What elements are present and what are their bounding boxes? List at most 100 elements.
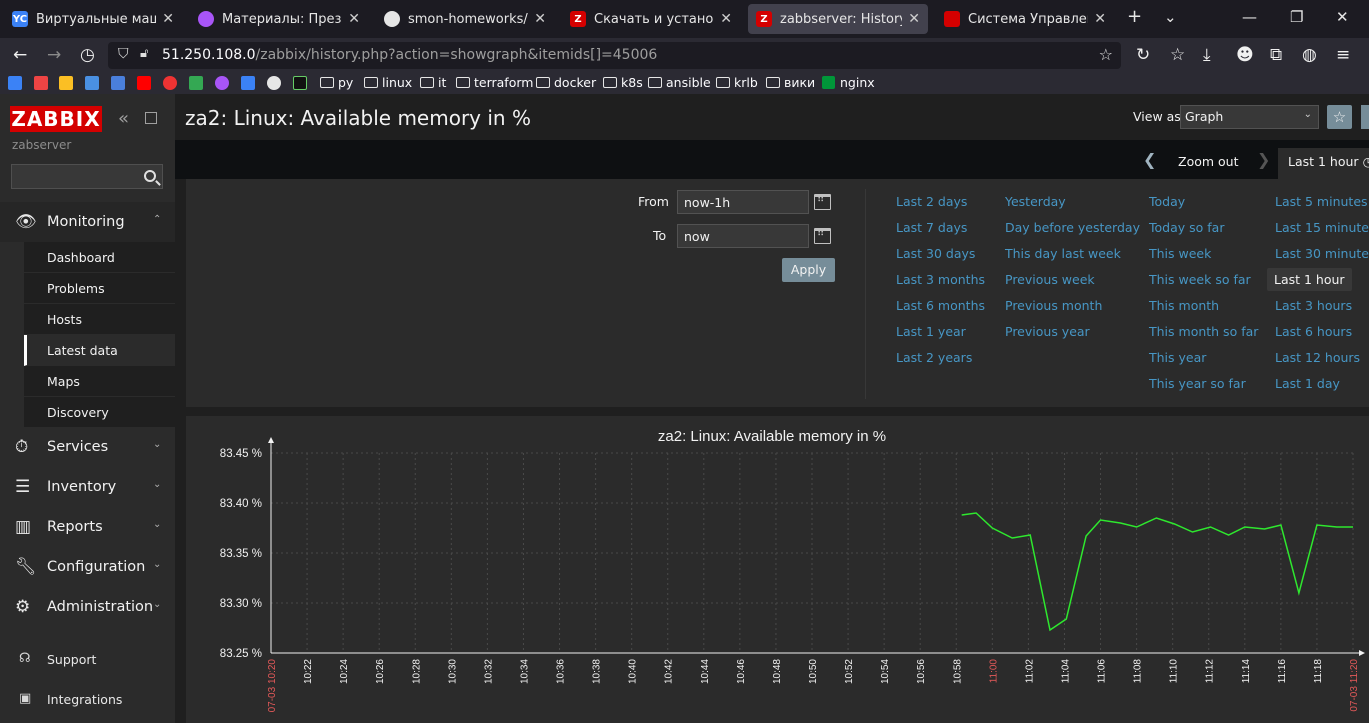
history-graph[interactable]: za2: Linux: Available memory in % 83.45 %… (186, 416, 1369, 723)
zabbix-logo[interactable]: ZABBIX (10, 106, 102, 132)
forward-icon[interactable]: → (47, 45, 62, 65)
menu-monitoring[interactable]: 👁︎ Monitoring ⌃ (0, 202, 175, 242)
quick-range-link[interactable]: This month so far (1149, 324, 1259, 339)
github-bookmark-icon[interactable] (267, 76, 281, 90)
menu-administration[interactable]: ⚙ Administration ⌄ (0, 587, 175, 627)
quick-range-link[interactable]: Last 2 years (896, 350, 973, 365)
calendar-bookmark-icon[interactable] (85, 76, 99, 90)
close-tab-icon[interactable]: ✕ (908, 11, 920, 27)
submenu-item-problems[interactable]: Problems (24, 273, 175, 304)
submenu-item-latest-data[interactable]: Latest data (24, 335, 175, 366)
apply-button[interactable]: Apply (782, 258, 835, 282)
submenu-item-maps[interactable]: Maps (24, 366, 175, 397)
quick-range-link[interactable]: Last 6 months (896, 298, 986, 313)
quick-range-link[interactable]: This day last week (1005, 246, 1121, 261)
browser-tab[interactable]: Система Управления И ✕ (936, 4, 1114, 34)
menu-integrations[interactable]: ▣ Integrations (0, 684, 175, 714)
quick-range-link[interactable]: Previous week (1005, 272, 1095, 287)
menu-configuration[interactable]: 🔧︎ Configuration ⌄ (0, 547, 175, 587)
docs-bookmark-icon[interactable] (111, 76, 125, 90)
minimize-icon[interactable]: — (1242, 8, 1257, 26)
quick-range-link[interactable]: Last 12 hours (1275, 350, 1361, 365)
bookmark-folder[interactable]: terraform (456, 75, 533, 90)
kiosk-button[interactable] (1361, 105, 1369, 129)
to-input[interactable]: now (677, 224, 809, 248)
chevron-right-icon[interactable]: ❯ (1257, 150, 1271, 169)
bookmark-folder[interactable]: it (420, 75, 446, 90)
menu-services[interactable]: ⏱︎ Services ⌄ (0, 427, 175, 467)
close-window-icon[interactable]: ✕ (1336, 8, 1349, 26)
restore-icon[interactable]: ❐ (1290, 8, 1304, 26)
quick-range-link[interactable]: Last 3 hours (1275, 298, 1353, 313)
quick-range-link[interactable]: Yesterday (1005, 194, 1066, 209)
new-tab-icon[interactable]: + (1127, 6, 1143, 27)
bookmark-folder[interactable]: krlb (716, 75, 758, 90)
close-tab-icon[interactable]: ✕ (162, 11, 174, 27)
quick-range-link[interactable]: Day before yesterday (1005, 220, 1140, 235)
quick-range-link[interactable]: Last 15 minutes (1275, 220, 1369, 235)
bookmark-folder[interactable]: ansible (648, 75, 711, 90)
bookmark-folder[interactable]: linux (364, 75, 412, 90)
bookmark-folder[interactable]: вики (766, 75, 815, 90)
browser-tab[interactable]: Материалы: Презентац ✕ (190, 4, 368, 34)
browser-tab[interactable]: YC Виртуальные машины ✕ (4, 4, 182, 34)
materials-bookmark-icon[interactable] (215, 76, 229, 90)
calendar-icon[interactable] (814, 228, 831, 244)
quick-range-link[interactable]: Previous month (1005, 298, 1103, 313)
bookmark-folder[interactable]: py (320, 75, 353, 90)
quick-range-link[interactable]: This week so far (1149, 272, 1251, 287)
close-tab-icon[interactable]: ✕ (348, 11, 360, 27)
close-tab-icon[interactable]: ✕ (1094, 11, 1106, 27)
search-icon[interactable] (144, 170, 156, 182)
submenu-item-discovery[interactable]: Discovery (24, 397, 175, 428)
submenu-item-hosts[interactable]: Hosts (24, 304, 175, 335)
translate-icon[interactable]: ◍ (1302, 45, 1317, 65)
quick-range-link[interactable]: Today so far (1149, 220, 1225, 235)
url-bar[interactable]: ⛉ 🔓︎ 51.250.108.0/zabbix/history.php?act… (108, 42, 1121, 69)
browser-tab-active[interactable]: Z zabbserver: History [refre ✕ (748, 4, 928, 34)
quick-range-link[interactable]: Previous year (1005, 324, 1090, 339)
mail-bookmark-icon[interactable] (8, 76, 22, 90)
calendar-icon[interactable] (814, 194, 831, 210)
quick-range-link-selected[interactable]: Last 1 hour (1267, 268, 1352, 291)
menu-reports[interactable]: ▥ Reports ⌄ (0, 507, 175, 547)
quick-range-link[interactable]: Last 30 days (896, 246, 976, 261)
view-as-select[interactable]: Graph ⌄ (1180, 105, 1319, 129)
quick-range-link[interactable]: This week (1149, 246, 1212, 261)
menu-icon[interactable]: ≡ (1336, 45, 1351, 65)
quick-range-link[interactable]: This month (1149, 298, 1220, 313)
back-icon[interactable]: ← (13, 45, 28, 65)
tab-time-range[interactable]: Last 1 hour ◷ (1278, 148, 1369, 179)
menu-inventory[interactable]: ☰ Inventory ⌄ (0, 467, 175, 507)
reload-icon[interactable]: ↻ (1136, 45, 1151, 65)
bookmark-star-icon[interactable]: ☆ (1098, 45, 1113, 64)
bookmark-folder[interactable]: k8s (603, 75, 643, 90)
notes-bookmark-icon[interactable] (59, 76, 73, 90)
browser-tab[interactable]: smon-homeworks/hw-0 ✕ (376, 4, 554, 34)
insecure-lock-icon[interactable]: 🔓︎ (140, 46, 149, 61)
chevron-left-icon[interactable]: ❮ (1143, 150, 1157, 169)
menu-support[interactable]: ☊ Support (0, 644, 175, 674)
add-to-favorites-button[interactable]: ☆ (1327, 105, 1352, 129)
tab-list-icon[interactable]: ⌄ (1164, 8, 1177, 26)
bookmark-folder[interactable]: docker (536, 75, 596, 90)
shield-icon[interactable]: ⛉ (118, 46, 129, 62)
quick-range-link[interactable]: Last 1 day (1275, 376, 1340, 391)
bookmark-link[interactable]: nginx (822, 75, 875, 90)
kiosk-mode-icon[interactable] (145, 112, 157, 124)
extension-avatar-icon[interactable]: ☻ (1236, 45, 1254, 65)
downloads-icon[interactable]: ⤓ (1203, 45, 1211, 65)
history-icon[interactable]: ◷ (80, 45, 95, 65)
collapse-sidebar-icon[interactable]: « (118, 108, 130, 129)
url-text[interactable]: 51.250.108.0/zabbix/history.php?action=s… (162, 47, 657, 63)
quick-range-link[interactable]: Last 5 minutes (1275, 194, 1368, 209)
youtube-bookmark-icon[interactable] (137, 76, 151, 90)
quick-range-link[interactable]: Last 30 minutes (1275, 246, 1369, 261)
sidebar-search-input[interactable] (11, 164, 163, 189)
browser-tab[interactable]: Z Скачать и установить Z ✕ (562, 4, 740, 34)
yandex-cloud-bookmark-icon[interactable] (241, 76, 255, 90)
submenu-item-dashboard[interactable]: Dashboard (24, 242, 175, 273)
quick-range-link[interactable]: This year (1149, 350, 1207, 365)
quick-range-link[interactable]: Last 3 months (896, 272, 986, 287)
quick-range-link[interactable]: Today (1149, 194, 1186, 209)
